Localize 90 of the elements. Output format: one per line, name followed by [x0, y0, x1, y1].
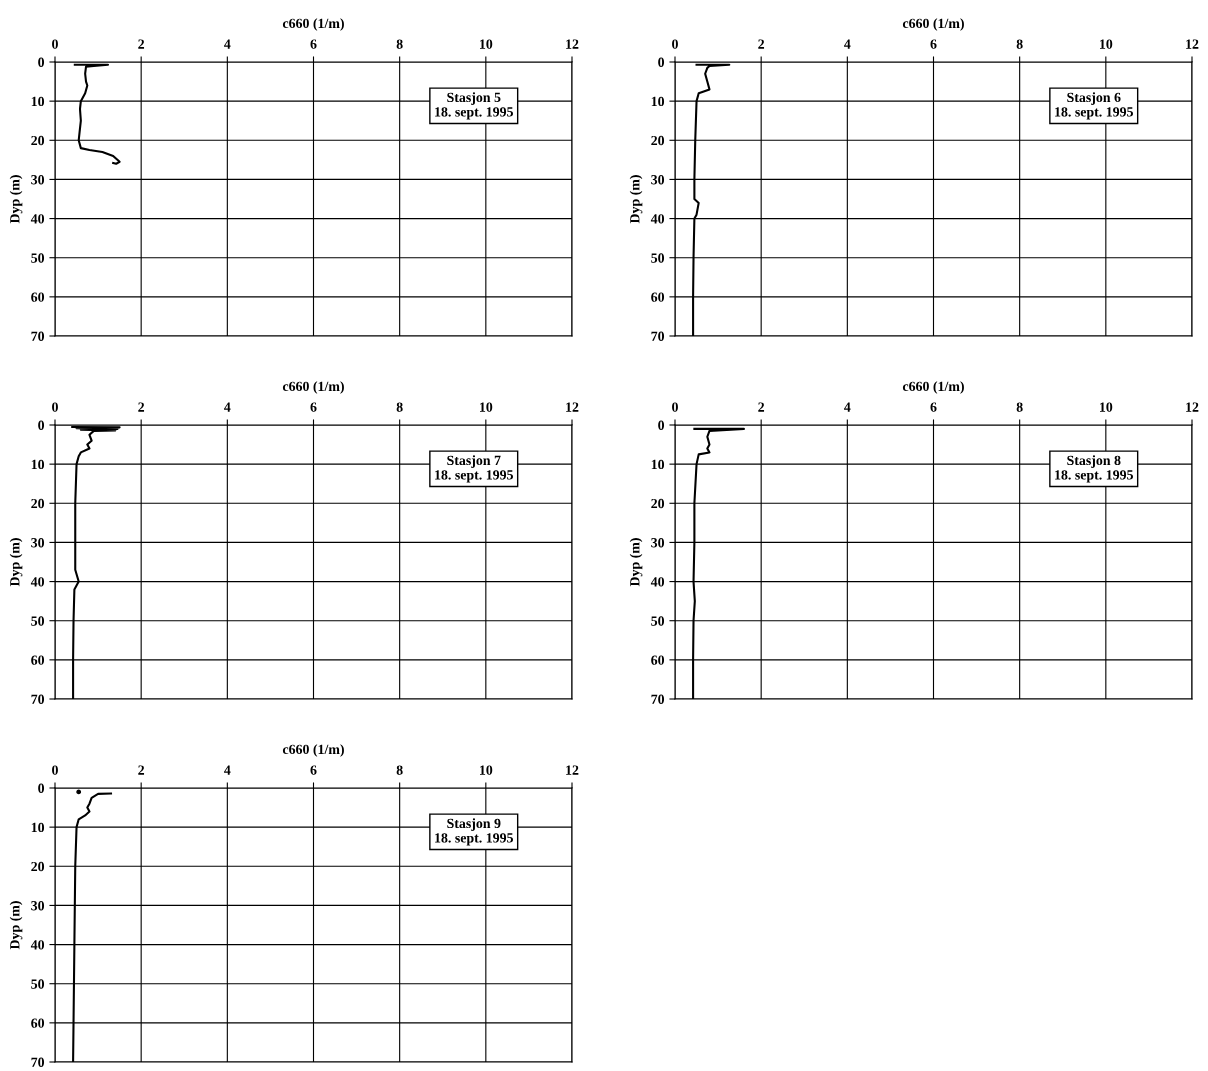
- x-axis-title: c660 (1/m): [282, 381, 344, 394]
- x-axis-title: c660 (1/m): [282, 18, 344, 31]
- annotation: Stasjon 8 18. sept. 1995: [1055, 455, 1133, 483]
- y-tick-label: 0: [38, 57, 45, 67]
- y-tick-label: 60: [31, 292, 45, 302]
- x-tick-label: 0: [672, 39, 678, 49]
- y-tick-label: 40: [650, 577, 665, 587]
- y-tick-label: 70: [651, 694, 665, 704]
- y-axis-title: Dyp (m): [629, 538, 643, 587]
- x-tick-label: 12: [566, 402, 579, 412]
- y-tick-label: 40: [30, 577, 45, 587]
- x-tick-label: 10: [1100, 39, 1113, 49]
- y-tick-label: 70: [31, 1057, 45, 1067]
- x-tick-label: 2: [758, 402, 765, 412]
- x-tick-label: 0: [52, 765, 58, 775]
- y-tick-label: 70: [31, 694, 45, 704]
- y-axis-title: Dyp (m): [9, 901, 23, 950]
- y-tick-label: 30: [31, 175, 45, 185]
- y-axis-title: Dyp (m): [9, 538, 23, 587]
- x-axis-title: c660 (1/m): [282, 744, 344, 757]
- y-axis-title: Dyp (m): [629, 175, 643, 224]
- x-tick-label: 0: [672, 402, 678, 412]
- annotation: Stasjon 7 18. sept. 1995: [435, 455, 513, 483]
- x-tick-label: 6: [310, 402, 317, 412]
- y-tick-label: 30: [31, 538, 45, 548]
- y-tick-label: 50: [651, 616, 665, 626]
- annotation: Stasjon 5 18. sept. 1995: [435, 92, 513, 120]
- x-tick-label: 4: [844, 39, 851, 49]
- y-tick-label: 40: [30, 940, 45, 950]
- x-tick-label: 6: [930, 402, 937, 412]
- annotation: Stasjon 6 18. sept. 1995: [1055, 92, 1133, 120]
- y-tick-label: 70: [651, 331, 665, 341]
- x-tick-label: 6: [930, 39, 937, 49]
- y-tick-label: 10: [651, 96, 665, 107]
- x-axis-title: c660 (1/m): [902, 18, 964, 31]
- y-tick-label: 40: [650, 214, 665, 224]
- y-tick-label: 30: [651, 538, 665, 548]
- annotation: Stasjon 9 18. sept. 1995: [435, 818, 513, 846]
- x-tick-label: 10: [1100, 402, 1113, 412]
- x-tick-label: 4: [224, 39, 231, 49]
- x-tick-label: 12: [566, 39, 579, 49]
- x-tick-label: 12: [1186, 39, 1199, 49]
- x-tick-label: 4: [844, 402, 851, 412]
- x-tick-label: 2: [138, 402, 145, 412]
- y-tick-label: 20: [31, 861, 45, 872]
- x-tick-label: 6: [310, 765, 317, 775]
- x-tick-label: 8: [396, 39, 403, 49]
- y-tick-label: 60: [651, 292, 665, 302]
- y-tick-label: 10: [31, 96, 45, 107]
- y-tick-label: 50: [651, 253, 665, 263]
- y-tick-label: 20: [31, 135, 45, 146]
- y-tick-label: 20: [651, 135, 665, 146]
- y-tick-label: 70: [31, 331, 45, 341]
- y-axis-title: Dyp (m): [9, 175, 23, 224]
- x-tick-label: 10: [480, 402, 493, 412]
- y-tick-label: 60: [31, 655, 45, 665]
- x-tick-label: 4: [224, 402, 231, 412]
- x-tick-label: 4: [224, 765, 231, 775]
- y-tick-label: 20: [31, 498, 45, 509]
- y-tick-label: 0: [658, 420, 665, 430]
- y-tick-label: 10: [31, 459, 45, 470]
- y-tick-label: 60: [651, 655, 665, 665]
- y-tick-label: 30: [31, 901, 45, 911]
- y-tick-label: 10: [31, 822, 45, 833]
- x-axis-title: c660 (1/m): [902, 381, 964, 394]
- x-tick-label: 8: [396, 765, 403, 775]
- x-tick-label: 12: [566, 765, 579, 775]
- x-tick-label: 8: [1016, 39, 1023, 49]
- x-tick-label: 12: [1186, 402, 1199, 412]
- x-tick-label: 10: [480, 39, 493, 49]
- x-tick-label: 8: [1016, 402, 1023, 412]
- x-tick-label: 2: [758, 39, 765, 49]
- y-tick-label: 40: [30, 214, 45, 224]
- x-tick-label: 6: [310, 39, 317, 49]
- x-tick-label: 8: [396, 402, 403, 412]
- x-tick-label: 0: [52, 39, 58, 49]
- y-tick-label: 0: [38, 783, 45, 793]
- y-tick-label: 50: [31, 616, 45, 626]
- y-tick-label: 0: [38, 420, 45, 430]
- y-tick-label: 60: [31, 1018, 45, 1028]
- x-tick-label: 2: [138, 765, 145, 775]
- y-tick-label: 20: [651, 498, 665, 509]
- y-tick-label: 10: [651, 459, 665, 470]
- x-tick-label: 0: [52, 402, 58, 412]
- y-tick-label: 50: [31, 253, 45, 263]
- y-tick-label: 50: [31, 979, 45, 989]
- y-tick-label: 30: [651, 175, 665, 185]
- x-tick-label: 10: [480, 765, 493, 775]
- y-tick-label: 0: [658, 57, 665, 67]
- x-tick-label: 2: [138, 39, 145, 49]
